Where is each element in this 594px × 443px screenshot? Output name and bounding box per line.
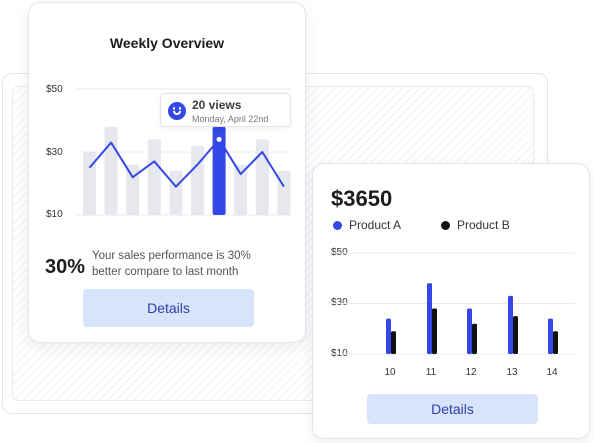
y-tick-30: $30: [331, 297, 348, 308]
stat-percent: 30%: [45, 256, 86, 278]
details-button[interactable]: Details: [367, 394, 538, 424]
weekly-bar[interactable]: [191, 145, 204, 215]
weekly-trend-line: [88, 138, 285, 188]
y-tick-30: $30: [46, 147, 63, 158]
weekly-bar[interactable]: [234, 164, 248, 215]
product-b-bar[interactable]: [432, 308, 437, 354]
product-b-bar[interactable]: [391, 331, 396, 354]
details-button[interactable]: Details: [83, 289, 254, 327]
views-tooltip: 20 views Monday, April 22nd: [160, 93, 291, 127]
y-tick-10: $10: [46, 209, 63, 220]
legend-label: Product B: [457, 218, 510, 232]
product-a-bar[interactable]: [386, 318, 391, 354]
legend-product-a: Product A: [333, 218, 401, 232]
product-a-bar[interactable]: [508, 295, 513, 354]
total-amount: $3650: [331, 186, 393, 211]
card-title: Weekly Overview: [109, 35, 225, 51]
weekly-bar-highlight[interactable]: [212, 126, 226, 215]
weekly-overview-card: Weekly Overview $50 $30 $10 20 views Mon…: [28, 2, 306, 343]
tooltip-date: Monday, April 22nd: [192, 114, 269, 124]
weekly-bar[interactable]: [169, 170, 183, 215]
weekly-highlight-point: [216, 136, 222, 142]
product-a-bar[interactable]: [467, 308, 472, 354]
weekly-bar[interactable]: [147, 139, 161, 215]
weekly-bar[interactable]: [104, 126, 118, 215]
weekly-bar[interactable]: [255, 139, 269, 215]
x-tick: 14: [546, 367, 558, 378]
product-b-dot-icon: [441, 220, 450, 230]
product-a-bar[interactable]: [427, 283, 432, 354]
stat-description: Your sales performance is 30% better com…: [92, 250, 251, 278]
product-b-bar[interactable]: [553, 331, 558, 354]
tooltip-views: 20 views: [192, 98, 242, 112]
product-b-bar[interactable]: [472, 323, 477, 354]
legend-label: Product A: [349, 218, 402, 232]
weekly-bar[interactable]: [83, 152, 96, 215]
product-comparison-card: $3650 Product A Product B $50 $30 $10 10…: [312, 163, 590, 439]
product-a-dot-icon: [333, 220, 342, 230]
x-tick: 13: [506, 367, 518, 378]
x-tick: 11: [425, 367, 437, 378]
y-tick-50: $50: [46, 84, 63, 95]
x-tick: 12: [465, 367, 477, 378]
product-b-bar[interactable]: [513, 316, 518, 354]
product-a-bar[interactable]: [548, 318, 553, 354]
weekly-chart-svg: [77, 88, 291, 216]
product-chart-svg: [329, 252, 575, 355]
legend-product-b: Product B: [441, 218, 510, 232]
weekly-bar[interactable]: [126, 164, 140, 215]
smiley-icon: [168, 102, 186, 120]
x-tick: 10: [384, 367, 396, 378]
